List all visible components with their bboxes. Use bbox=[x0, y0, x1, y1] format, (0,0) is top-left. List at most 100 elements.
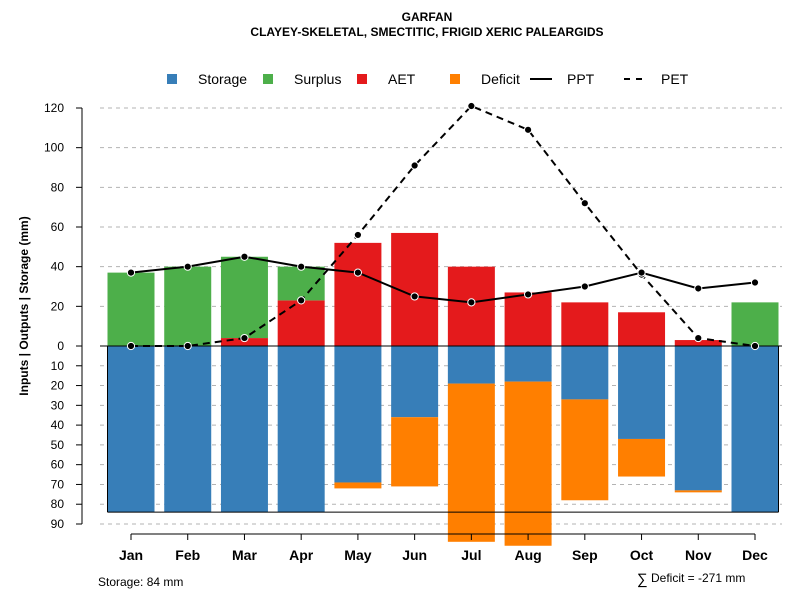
y-tick-label: 120 bbox=[44, 101, 64, 115]
surplus-bar-dec bbox=[731, 302, 779, 346]
y-tick-label: 20 bbox=[51, 379, 65, 393]
legend-item-deficit: Deficit bbox=[450, 71, 520, 87]
series-lines bbox=[130, 104, 756, 347]
y-tick-label: 30 bbox=[51, 398, 65, 412]
legend-item-aet: AET bbox=[357, 71, 416, 87]
deficit-bar-jun bbox=[391, 417, 439, 487]
legend-label-deficit: Deficit bbox=[481, 71, 520, 87]
y-tick-label: 70 bbox=[51, 477, 65, 491]
deficit-bar-nov bbox=[674, 490, 722, 493]
pet-line bbox=[131, 104, 756, 347]
y-tick-label: 40 bbox=[51, 260, 65, 274]
pet-point-mar bbox=[240, 333, 249, 343]
pet-point-dec bbox=[750, 341, 760, 351]
x-tick-label-may: May bbox=[344, 547, 371, 563]
y-tick-label: 60 bbox=[51, 220, 65, 234]
pet-point-aug bbox=[523, 125, 533, 134]
legend: Storage Surplus AET Deficit PPT PET bbox=[167, 71, 689, 87]
pet-point-jun bbox=[410, 161, 419, 170]
chart-title: GARFAN bbox=[402, 10, 453, 24]
deficit-bar-jul bbox=[447, 383, 495, 542]
legend-swatch-surplus bbox=[263, 74, 273, 84]
storage-bar-apr bbox=[277, 346, 325, 513]
ppt-point-sep bbox=[580, 282, 589, 291]
legend-label-surplus: Surplus bbox=[294, 71, 341, 87]
sum-symbol-icon: ∑ bbox=[637, 571, 648, 588]
x-tick-label-sep: Sep bbox=[572, 547, 598, 563]
legend-label-pet: PET bbox=[661, 71, 689, 87]
y-tick-label: 20 bbox=[51, 299, 65, 313]
ppt-point-dec bbox=[750, 278, 760, 287]
surplus-bar-jan bbox=[107, 272, 155, 346]
y-tick-label: 0 bbox=[57, 339, 64, 353]
storage-bar-may bbox=[334, 346, 382, 483]
ppt-point-nov bbox=[694, 284, 703, 293]
storage-bar-dec bbox=[731, 346, 779, 513]
legend-label-aet: AET bbox=[388, 71, 416, 87]
legend-label-storage: Storage bbox=[198, 71, 247, 87]
x-tick-label-mar: Mar bbox=[232, 547, 257, 563]
y-tick-label: 40 bbox=[51, 418, 65, 432]
aet-bar-apr bbox=[277, 300, 325, 346]
pet-point-jul bbox=[467, 101, 476, 111]
aet-bar-may bbox=[334, 242, 382, 346]
ppt-point-jan bbox=[126, 268, 136, 277]
legend-swatch-deficit bbox=[450, 74, 460, 84]
ppt-point-apr bbox=[297, 262, 306, 271]
legend-label-ppt: PPT bbox=[567, 71, 595, 87]
reference-lines bbox=[100, 345, 782, 513]
footer-deficit: Deficit = -271 mm bbox=[651, 571, 745, 585]
storage-bar-feb bbox=[164, 346, 212, 513]
pet-point-feb bbox=[183, 341, 192, 351]
y-axis: 0 20 40 60 80 100 120 10 20 30 40 50 60 70 80 90 bbox=[44, 101, 83, 531]
chart-subtitle: CLAYEY-SKELETAL, SMECTITIC, FRIGID XERIC… bbox=[250, 25, 603, 39]
surplus-bar-apr bbox=[277, 266, 325, 301]
grid-lines bbox=[100, 107, 782, 525]
storage-bar-jul bbox=[447, 346, 495, 384]
surplus-bar-feb bbox=[164, 266, 212, 346]
legend-swatch-aet bbox=[357, 74, 367, 84]
deficit-bar-may bbox=[334, 482, 382, 489]
storage-bar-nov bbox=[674, 346, 722, 491]
ppt-point-feb bbox=[183, 262, 192, 271]
x-tick-label-nov: Nov bbox=[685, 547, 712, 563]
deficit-bar-sep bbox=[561, 399, 609, 501]
storage-bar-jan bbox=[107, 346, 155, 513]
pet-point-nov bbox=[694, 333, 703, 343]
deficit-bar-oct bbox=[618, 438, 666, 477]
x-tick-label-jul: Jul bbox=[461, 547, 481, 563]
ppt-point-jul bbox=[467, 298, 476, 307]
x-axis: Jan Feb Mar Apr May Jun Jul Aug Sep Oct Nov Dec bbox=[119, 533, 768, 563]
aet-bar-oct bbox=[618, 312, 666, 346]
pet-point-jan bbox=[126, 341, 136, 351]
legend-item-storage: Storage bbox=[167, 71, 247, 87]
x-tick-label-apr: Apr bbox=[289, 547, 314, 563]
storage-bar-aug bbox=[504, 346, 552, 382]
legend-item-pet: PET bbox=[624, 71, 689, 87]
y-tick-label: 80 bbox=[51, 497, 65, 511]
x-tick-label-dec: Dec bbox=[742, 547, 768, 563]
deficit-bar-aug bbox=[504, 381, 552, 546]
storage-bar-oct bbox=[618, 346, 666, 439]
footer-storage: Storage: 84 mm bbox=[98, 575, 183, 589]
legend-swatch-storage bbox=[167, 74, 177, 84]
ppt-point-mar bbox=[240, 252, 249, 261]
ppt-point-oct bbox=[637, 268, 646, 277]
ppt-point-may bbox=[353, 268, 363, 277]
y-tick-label: 60 bbox=[51, 458, 65, 472]
x-tick-label-oct: Oct bbox=[630, 547, 654, 563]
legend-item-ppt: PPT bbox=[530, 71, 595, 87]
surplus-bar-mar bbox=[220, 256, 268, 339]
ppt-line bbox=[130, 255, 756, 304]
pet-point-sep bbox=[580, 199, 589, 208]
pet-point-may bbox=[353, 230, 363, 240]
y-tick-label: 50 bbox=[51, 438, 65, 452]
pet-point-apr bbox=[297, 296, 306, 305]
y-tick-label: 10 bbox=[51, 359, 65, 373]
series-points bbox=[126, 101, 760, 351]
y-axis-label: Inputs | Outputs | Storage (mm) bbox=[17, 216, 31, 395]
bars bbox=[107, 232, 779, 546]
storage-bar-mar bbox=[220, 346, 268, 513]
aet-bar-aug bbox=[504, 292, 552, 346]
